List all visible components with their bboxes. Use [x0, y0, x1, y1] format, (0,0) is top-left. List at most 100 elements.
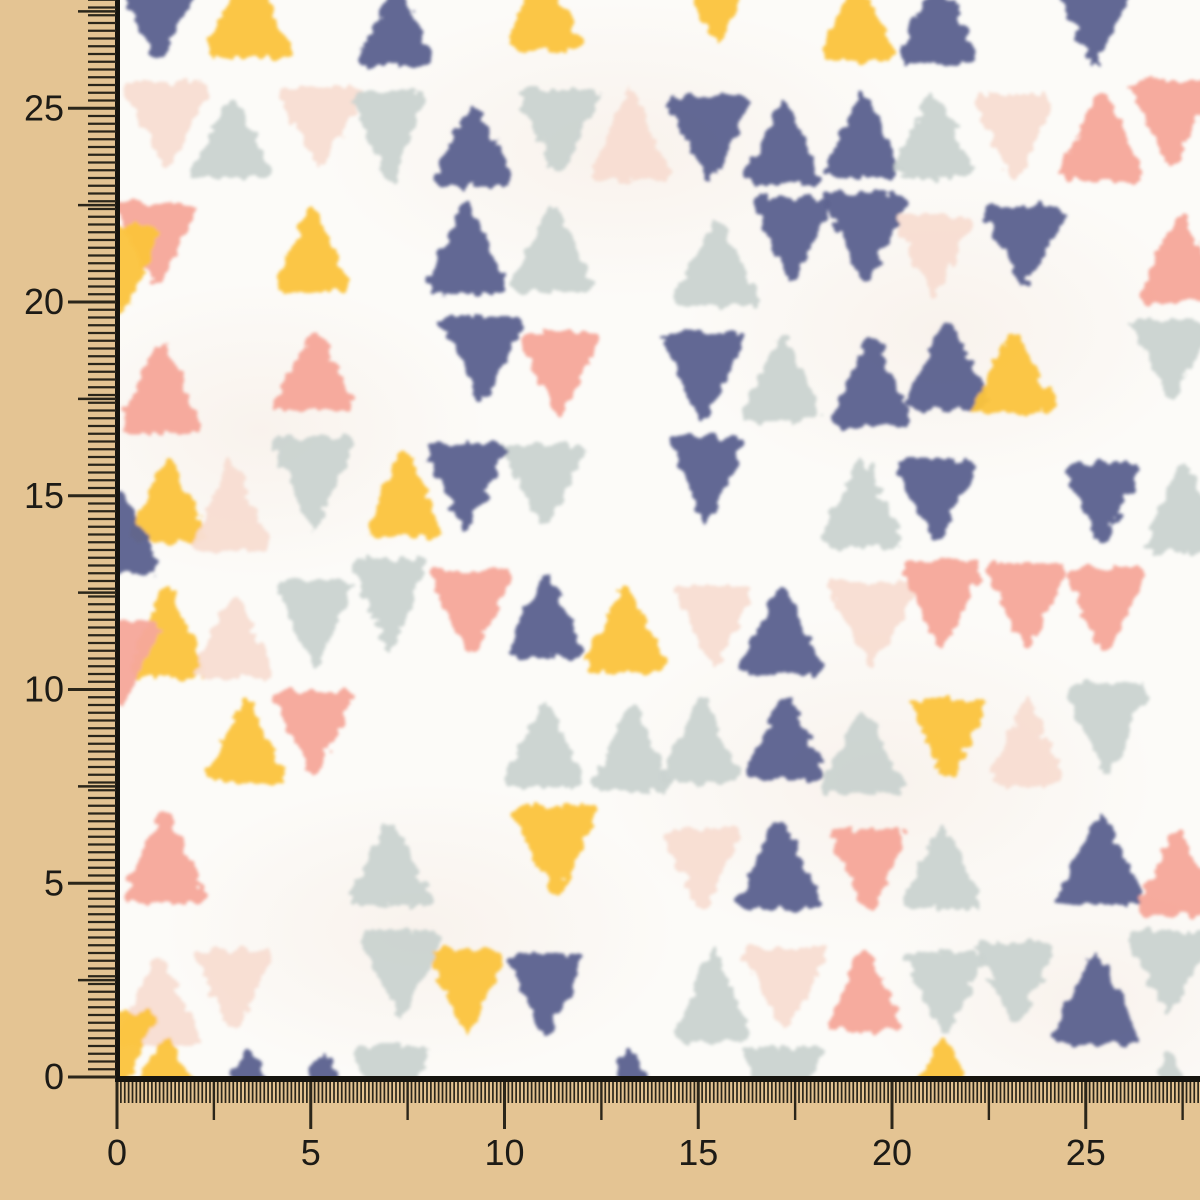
print-triangle-edge [119, 619, 160, 706]
print-triangle [663, 331, 743, 419]
print-triangle [309, 1054, 339, 1077]
print-triangle [1157, 1053, 1183, 1077]
print-triangle [905, 951, 985, 1033]
fabric-shading [160, 780, 680, 1077]
print-triangle [737, 819, 821, 910]
ruler-label-vertical: 5 [44, 862, 64, 903]
print-triangle [194, 459, 268, 552]
print-triangle [432, 107, 513, 187]
print-triangle [1127, 930, 1200, 1013]
print-triangle [275, 207, 348, 293]
print-triangle [665, 828, 739, 909]
print-triangle [1066, 682, 1148, 772]
print-triangle [441, 316, 524, 400]
ruler-label-vertical: 10 [24, 669, 64, 710]
print-triangle [674, 584, 753, 665]
print-triangle [972, 333, 1055, 413]
ruler-label-vertical: 15 [24, 475, 64, 516]
print-triangle [120, 342, 201, 434]
ruler-horizontal [115, 1082, 1199, 1129]
print-triangle [192, 97, 272, 178]
print-triangle-edge [119, 488, 159, 575]
print-triangle [612, 1048, 648, 1077]
print-triangle [518, 88, 600, 173]
print-triangle [353, 90, 426, 182]
print-triangle [1065, 567, 1145, 650]
print-triangle [507, 0, 581, 51]
print-triangle [987, 563, 1066, 647]
print-triangle [354, 1045, 430, 1077]
print-triangle [896, 215, 972, 295]
print-triangle [359, 930, 443, 1018]
print-triangle [504, 702, 585, 787]
print-triangle [139, 1037, 190, 1077]
print-triangle [824, 192, 907, 283]
print-triangle [594, 702, 671, 792]
print-triangle [974, 94, 1054, 179]
print-triangle [1066, 462, 1139, 546]
print-triangle [667, 95, 750, 180]
print-triangle [348, 824, 431, 906]
print-triangle [503, 443, 585, 526]
ruler-vertical [68, 0, 116, 1079]
print-triangle [832, 334, 911, 428]
print-triangle [893, 91, 974, 177]
print-triangle [1053, 954, 1138, 1044]
print-triangle [131, 456, 206, 543]
ruler-label-horizontal: 0 [107, 1132, 127, 1173]
fabric-swatch [119, 0, 1200, 1077]
print-triangle [274, 330, 354, 410]
print-triangle [903, 825, 982, 909]
print-triangle [900, 0, 976, 64]
print-triangle [273, 436, 354, 529]
print-triangle [1131, 319, 1200, 399]
ruler-label-vertical: 25 [24, 87, 64, 128]
ruler-label-horizontal: 20 [872, 1132, 912, 1173]
print-triangle [591, 87, 670, 181]
print-triangle [746, 696, 824, 779]
print-triangle [511, 208, 594, 292]
print-triangle [352, 558, 427, 650]
print-triangle [821, 712, 904, 793]
print-triangle [278, 580, 352, 667]
print-triangle [831, 829, 905, 911]
print-triangle [124, 811, 205, 903]
print-triangle [207, 699, 285, 783]
print-triangle [912, 698, 986, 780]
ruler-label-vertical: 20 [24, 281, 64, 322]
print-triangle [991, 698, 1064, 786]
fabric-border-lines [115, 0, 1200, 1082]
print-triangle [826, 89, 899, 179]
print-triangle [205, 0, 290, 58]
print-triangle [1137, 828, 1200, 916]
print-triangle [196, 949, 272, 1031]
print-triangle [826, 951, 902, 1032]
print-triangle [822, 458, 902, 548]
ruler-label-horizontal: 5 [301, 1132, 321, 1173]
print-triangle [754, 197, 829, 282]
print-triangle [1058, 813, 1143, 904]
print-triangle [977, 941, 1055, 1024]
print-triangle [431, 949, 504, 1034]
print-triangle [119, 202, 196, 286]
print-triangle [905, 321, 990, 410]
print-triangle [743, 947, 827, 1031]
print-triangle [360, 0, 432, 66]
ruler-labels: 0 5 10 15 20 25 0 5 10 15 20 25 [24, 87, 1106, 1173]
print-triangle [513, 805, 598, 896]
ruler-label-horizontal: 10 [484, 1132, 524, 1173]
print-triangle [368, 448, 441, 538]
print-triangle [585, 585, 666, 673]
print-triangle [510, 953, 582, 1035]
print-triangle [902, 560, 982, 651]
print-triangle [194, 595, 272, 678]
print-triangle [694, 0, 738, 42]
ruler-label-horizontal: 25 [1066, 1132, 1106, 1173]
print-triangle [746, 101, 820, 185]
print-triangle [430, 568, 512, 653]
print-triangle [426, 443, 505, 529]
print-triangle [1062, 0, 1127, 64]
print-triangle [676, 950, 749, 1042]
